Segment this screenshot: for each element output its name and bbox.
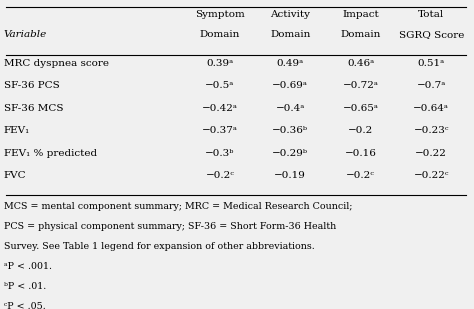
Text: SF-36 MCS: SF-36 MCS (4, 104, 63, 113)
Text: −0.19: −0.19 (274, 171, 306, 180)
Text: Impact: Impact (342, 10, 379, 19)
Text: FEV₁: FEV₁ (4, 126, 30, 135)
Text: ᵇP < .01.: ᵇP < .01. (4, 282, 46, 291)
Text: Domain: Domain (340, 30, 381, 39)
Text: SGRQ Score: SGRQ Score (399, 30, 464, 39)
Text: 0.46ᵃ: 0.46ᵃ (347, 59, 374, 68)
Text: −0.22ᶜ: −0.22ᶜ (413, 171, 449, 180)
Text: −0.3ᵇ: −0.3ᵇ (205, 149, 235, 158)
Text: −0.69ᵃ: −0.69ᵃ (272, 82, 308, 91)
Text: MRC dyspnea score: MRC dyspnea score (4, 59, 109, 68)
Text: Domain: Domain (200, 30, 240, 39)
Text: 0.49ᵃ: 0.49ᵃ (277, 59, 304, 68)
Text: PCS = physical component summary; SF-36 = Short Form-36 Health: PCS = physical component summary; SF-36 … (4, 222, 336, 231)
Text: ᵃP < .001.: ᵃP < .001. (4, 262, 52, 271)
Text: ᶜP < .05.: ᶜP < .05. (4, 302, 46, 309)
Text: Activity: Activity (270, 10, 310, 19)
Text: −0.16: −0.16 (345, 149, 377, 158)
Text: FEV₁ % predicted: FEV₁ % predicted (4, 149, 97, 158)
Text: −0.2: −0.2 (348, 126, 374, 135)
Text: Symptom: Symptom (195, 10, 245, 19)
Text: −0.4ᵃ: −0.4ᵃ (275, 104, 305, 113)
Text: Survey. See Table 1 legend for expansion of other abbreviations.: Survey. See Table 1 legend for expansion… (4, 242, 314, 251)
Text: −0.72ᵃ: −0.72ᵃ (343, 82, 379, 91)
Text: 0.51ᵃ: 0.51ᵃ (418, 59, 445, 68)
Text: −0.37ᵃ: −0.37ᵃ (202, 126, 238, 135)
Text: FVC: FVC (4, 171, 27, 180)
Text: Variable: Variable (4, 30, 47, 39)
Text: −0.42ᵃ: −0.42ᵃ (202, 104, 238, 113)
Text: −0.2ᶜ: −0.2ᶜ (205, 171, 234, 180)
Text: −0.5ᵃ: −0.5ᵃ (205, 82, 235, 91)
Text: −0.22: −0.22 (415, 149, 447, 158)
Text: Domain: Domain (270, 30, 310, 39)
Text: −0.36ᵇ: −0.36ᵇ (272, 126, 308, 135)
Text: −0.7ᵃ: −0.7ᵃ (417, 82, 446, 91)
Text: −0.29ᵇ: −0.29ᵇ (272, 149, 308, 158)
Text: 0.39ᵃ: 0.39ᵃ (206, 59, 234, 68)
Text: MCS = mental component summary; MRC = Medical Research Council;: MCS = mental component summary; MRC = Me… (4, 202, 352, 211)
Text: −0.64ᵃ: −0.64ᵃ (413, 104, 449, 113)
Text: −0.23ᶜ: −0.23ᶜ (413, 126, 449, 135)
Text: −0.65ᵃ: −0.65ᵃ (343, 104, 379, 113)
Text: SF-36 PCS: SF-36 PCS (4, 82, 60, 91)
Text: −0.2ᶜ: −0.2ᶜ (346, 171, 375, 180)
Text: Total: Total (418, 10, 444, 19)
